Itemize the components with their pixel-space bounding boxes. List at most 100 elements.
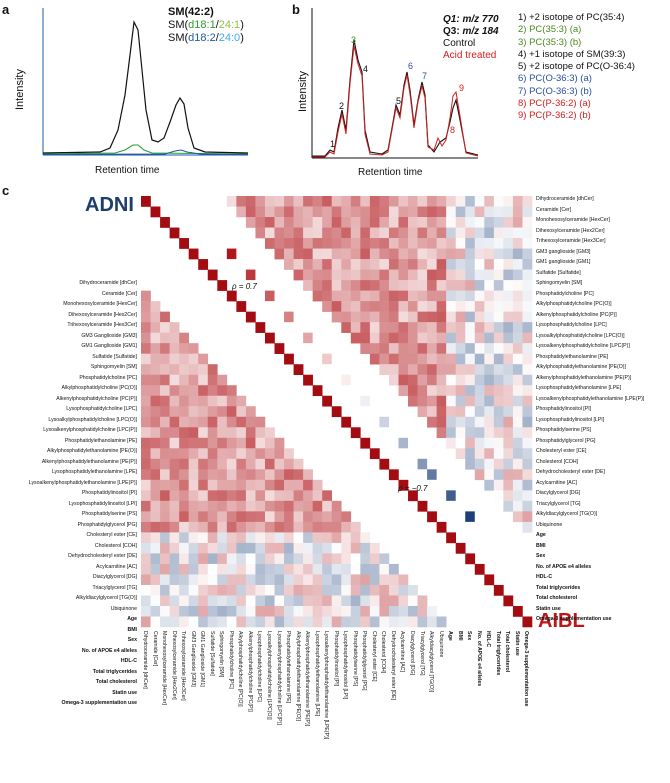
heatmap-cell bbox=[465, 227, 476, 239]
heatmap-cell bbox=[141, 532, 151, 544]
heatmap-cell bbox=[293, 269, 304, 281]
heatmap-cell bbox=[322, 532, 333, 544]
heatmap-cell bbox=[179, 343, 189, 354]
heatmap-cell bbox=[398, 269, 409, 281]
heatmap-cell bbox=[217, 542, 228, 554]
heatmap-cell bbox=[417, 395, 428, 407]
heatmap-cell bbox=[293, 217, 304, 228]
heatmap-row-label-left: Alkenylphosphatidylcholine [PC(P)] bbox=[56, 395, 137, 402]
heatmap-row-label-right: Statin use bbox=[536, 605, 561, 612]
heatmap-row-label-right: Sphingomyelin [SM] bbox=[536, 280, 583, 287]
heatmap-col-label-bottom: Phosphatidylserine [PS] bbox=[351, 631, 358, 687]
heatmap-cell bbox=[484, 458, 495, 470]
heatmap-cell bbox=[455, 542, 466, 554]
heatmap-cell bbox=[179, 469, 189, 481]
heatmap-cell bbox=[217, 374, 228, 386]
panel-b-legend-entry: 9) PC(P-36:2) (b) bbox=[518, 110, 591, 122]
heatmap-cell bbox=[465, 217, 476, 228]
heatmap-cell bbox=[493, 353, 504, 365]
heatmap-cell bbox=[484, 395, 495, 407]
heatmap-cell bbox=[436, 301, 447, 312]
heatmap-cell bbox=[160, 479, 170, 491]
heatmap-cell bbox=[379, 343, 390, 354]
heatmap-cell bbox=[312, 511, 323, 523]
heatmap-cell bbox=[169, 322, 180, 333]
heatmap-cell bbox=[264, 584, 275, 596]
heatmap-cell bbox=[179, 584, 189, 596]
heatmap-cell bbox=[236, 406, 247, 418]
heatmap-row-label-right: Phosphatidylcholine [PC] bbox=[536, 290, 594, 297]
heatmap-cell bbox=[160, 542, 170, 554]
heatmap-cell bbox=[436, 521, 447, 533]
heatmap-cell bbox=[512, 353, 523, 365]
heatmap-cell bbox=[341, 248, 352, 260]
heatmap-cell bbox=[264, 605, 275, 617]
heatmap-cell bbox=[398, 374, 409, 386]
heatmap-cell bbox=[484, 206, 495, 218]
heatmap-cell bbox=[207, 584, 218, 596]
heatmap-cell bbox=[207, 553, 218, 565]
heatmap-row-label-left: Monohexosylceramide [HexCer] bbox=[63, 301, 137, 308]
heatmap-cell bbox=[160, 416, 170, 428]
panel-b-control-label: Control bbox=[443, 38, 476, 49]
heatmap-cell bbox=[379, 458, 390, 470]
heatmap-cell bbox=[150, 343, 161, 354]
heatmap-cell bbox=[274, 238, 285, 249]
heatmap-cell bbox=[312, 584, 323, 596]
heatmap-cell bbox=[341, 311, 352, 323]
heatmap-cell bbox=[388, 227, 399, 239]
heatmap-cell bbox=[427, 301, 437, 312]
heatmap-cell bbox=[465, 290, 476, 302]
heatmap-cell bbox=[360, 532, 371, 544]
heatmap-cell bbox=[408, 301, 418, 312]
heatmap-cell bbox=[141, 332, 151, 344]
heatmap-col-label-bottom: BMI bbox=[456, 631, 463, 641]
heatmap-cell bbox=[398, 584, 409, 596]
heatmap-cell bbox=[198, 395, 209, 407]
heatmap-col-label-bottom: GM3 Ganglioside [GM3] bbox=[189, 631, 196, 687]
heatmap-col-label-bottom: Alkenylphosphatidylethanolamine [PE(P)] bbox=[304, 631, 311, 727]
heatmap-cell bbox=[160, 584, 170, 596]
heatmap-cell bbox=[455, 280, 466, 291]
heatmap-cell bbox=[360, 616, 371, 628]
heatmap-cell bbox=[322, 521, 333, 533]
panel-b-acid-trace bbox=[312, 45, 479, 158]
color-scale-cell bbox=[303, 332, 313, 344]
heatmap-cell bbox=[369, 563, 380, 575]
heatmap-cell bbox=[293, 616, 304, 628]
heatmap-cell bbox=[322, 206, 333, 218]
heatmap-cell bbox=[522, 511, 533, 523]
heatmap-col-label-bottom: Lysoalkylphosphatidylcholine [LPC(O)] bbox=[265, 631, 272, 720]
heatmap-cell bbox=[226, 479, 237, 491]
heatmap-col-label-bottom: Lysophosphatidylinositol [LPI] bbox=[342, 631, 349, 700]
heatmap-cell bbox=[150, 448, 161, 460]
heatmap-cell bbox=[160, 437, 170, 449]
heatmap-cell bbox=[207, 511, 218, 523]
heatmap-cell bbox=[484, 343, 495, 354]
heatmap-cell bbox=[408, 280, 418, 291]
heatmap-cell bbox=[198, 469, 209, 481]
heatmap-cell bbox=[388, 574, 399, 586]
heatmap-cell bbox=[465, 301, 476, 312]
panel-a-x-axis-label: Retention time bbox=[95, 165, 160, 176]
heatmap-cell bbox=[255, 553, 266, 565]
heatmap-row-label-left: Lysoalkenylphosphatidylethanolamine [LPE… bbox=[28, 479, 137, 486]
heatmap-cell bbox=[293, 511, 304, 523]
heatmap-cell bbox=[484, 469, 495, 481]
heatmap-row-label-left: Total triglycerides bbox=[92, 668, 137, 675]
heatmap-cell bbox=[303, 469, 313, 481]
heatmap-cell bbox=[150, 563, 161, 575]
heatmap-cell bbox=[226, 416, 237, 428]
heatmap-cell bbox=[493, 448, 504, 460]
heatmap-cell bbox=[198, 616, 209, 628]
panel-a-legend-entry: SM(d18:1/24:1) bbox=[168, 19, 244, 32]
heatmap-cell bbox=[398, 311, 409, 323]
heatmap-cell bbox=[141, 437, 151, 449]
panel-a-letter: a bbox=[2, 2, 10, 17]
heatmap-cell bbox=[522, 311, 533, 323]
adni-label: ADNI bbox=[85, 194, 134, 216]
heatmap-cell bbox=[484, 301, 495, 312]
heatmap-cell bbox=[379, 563, 390, 575]
heatmap-cell bbox=[522, 521, 533, 533]
heatmap-cell bbox=[503, 490, 514, 502]
